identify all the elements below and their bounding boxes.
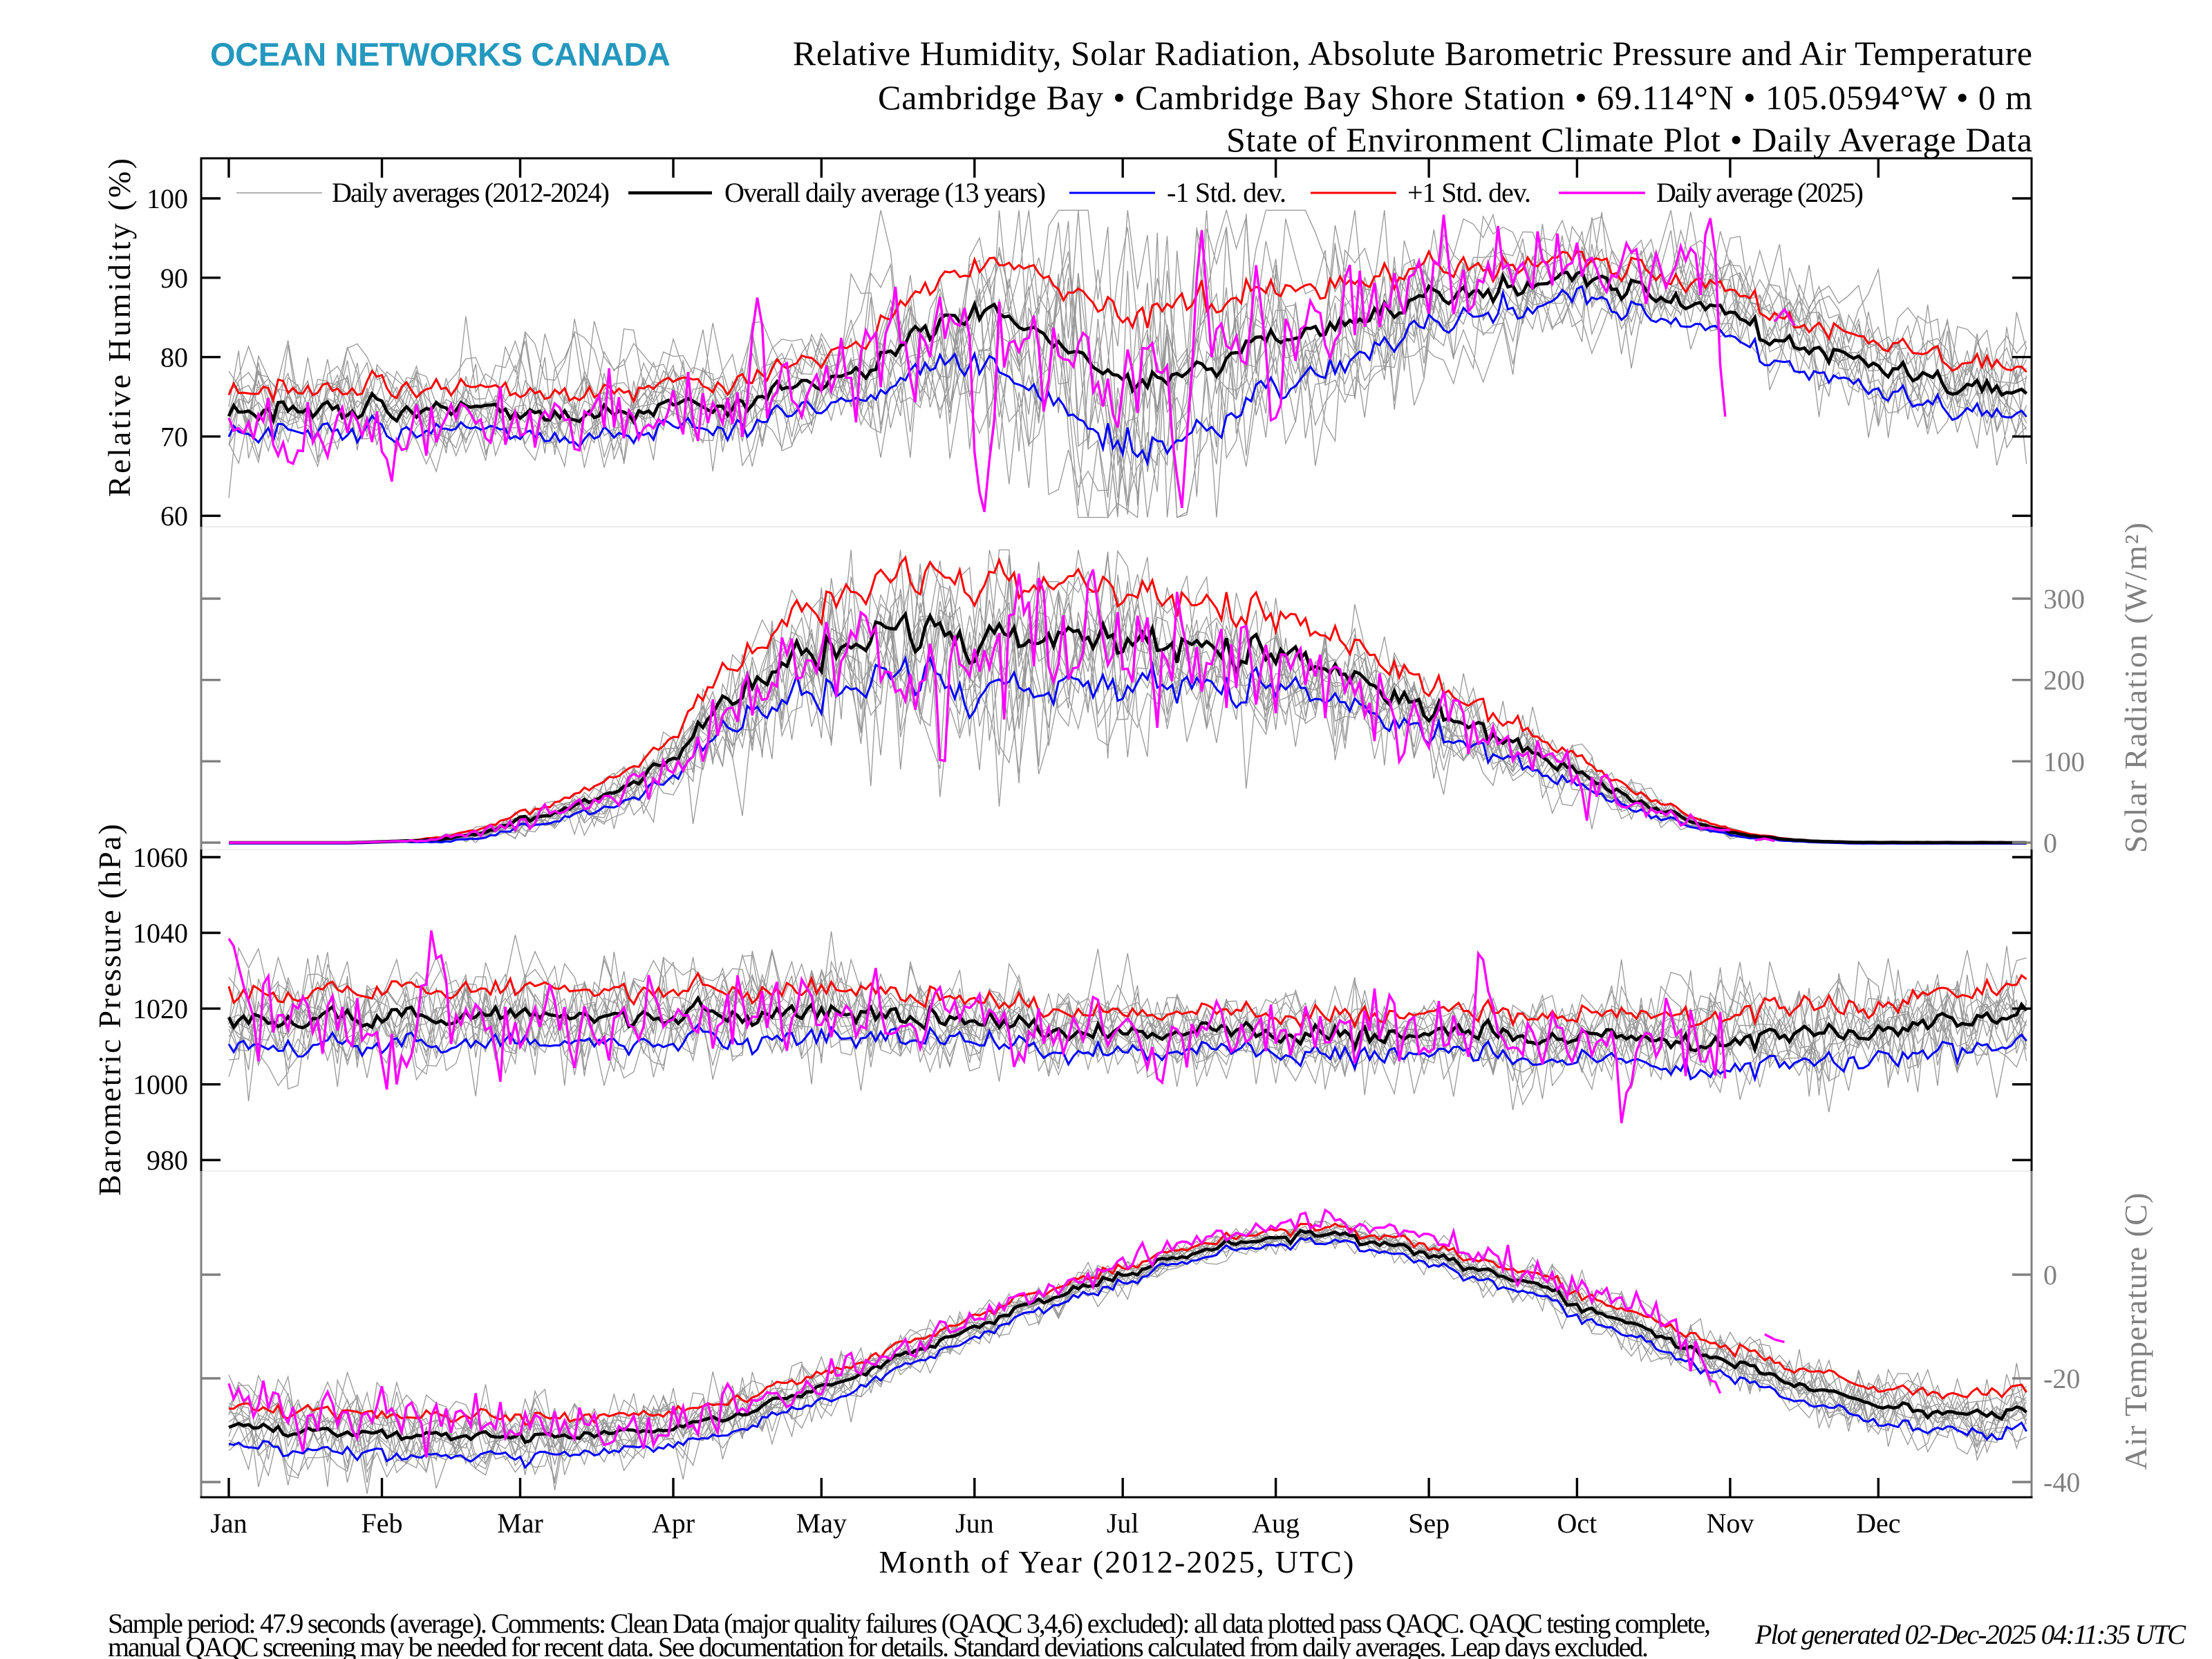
svg-text:1040: 1040 — [133, 918, 188, 949]
svg-text:Cambridge Bay • Cambridge Bay: Cambridge Bay • Cambridge Bay Shore Stat… — [878, 78, 2032, 117]
svg-text:-40: -40 — [2043, 1467, 2080, 1498]
svg-text:90: 90 — [160, 263, 188, 294]
svg-text:1020: 1020 — [133, 993, 188, 1024]
svg-text:-1 Std. dev.: -1 Std. dev. — [1167, 177, 1286, 208]
svg-text:1000: 1000 — [133, 1069, 188, 1100]
svg-text:70: 70 — [160, 421, 188, 452]
svg-text:60: 60 — [160, 500, 188, 532]
svg-text:0: 0 — [2043, 1259, 2057, 1291]
svg-text:Relative Humidity (%): Relative Humidity (%) — [102, 158, 137, 497]
svg-text:manual QAQC screening may be n: manual QAQC screening may be needed for … — [108, 1631, 1649, 1659]
svg-text:100: 100 — [147, 183, 188, 214]
svg-text:Relative Humidity, Solar Radia: Relative Humidity, Solar Radiation, Abso… — [793, 34, 2032, 73]
svg-text:Nov: Nov — [1706, 1508, 1754, 1539]
svg-text:980: 980 — [147, 1145, 188, 1176]
svg-text:Mar: Mar — [497, 1508, 543, 1539]
svg-text:200: 200 — [2043, 665, 2085, 696]
svg-text:Plot generated 02-Dec-2025 04:: Plot generated 02-Dec-2025 04:11:35 UTC — [1754, 1619, 2186, 1650]
svg-text:State of Environment Climate P: State of Environment Climate Plot • Dail… — [1226, 120, 2032, 159]
svg-text:Month of Year (2012-2025, UTC): Month of Year (2012-2025, UTC) — [879, 1544, 1354, 1580]
svg-text:Sample period: 47.9 seconds (a: Sample period: 47.9 seconds (average). C… — [108, 1608, 1711, 1639]
svg-text:Overall daily average (13 year: Overall daily average (13 years) — [724, 177, 1046, 208]
svg-text:-20: -20 — [2043, 1363, 2080, 1394]
svg-text:Oct: Oct — [1557, 1508, 1597, 1539]
svg-text:100: 100 — [2043, 746, 2085, 777]
svg-text:Jun: Jun — [955, 1508, 994, 1539]
svg-text:Dec: Dec — [1856, 1508, 1900, 1539]
svg-text:0: 0 — [2043, 827, 2057, 859]
svg-text:Jan: Jan — [210, 1508, 247, 1539]
svg-text:Jul: Jul — [1107, 1508, 1139, 1539]
svg-text:1060: 1060 — [133, 842, 188, 873]
svg-text:OCEAN NETWORKS CANADA: OCEAN NETWORKS CANADA — [210, 36, 671, 73]
svg-text:Feb: Feb — [362, 1508, 403, 1539]
svg-text:80: 80 — [160, 342, 188, 373]
svg-text:Daily averages (2012-2024): Daily averages (2012-2024) — [332, 177, 610, 208]
svg-text:Daily average (2025): Daily average (2025) — [1656, 177, 1864, 208]
svg-text:Solar Radiation (W/m²): Solar Radiation (W/m²) — [2118, 523, 2153, 853]
svg-text:Apr: Apr — [652, 1508, 695, 1539]
svg-text:+1 Std. dev.: +1 Std. dev. — [1407, 177, 1531, 208]
svg-text:300: 300 — [2043, 583, 2085, 615]
svg-text:Air Temperature (C): Air Temperature (C) — [2118, 1193, 2153, 1470]
svg-text:May: May — [796, 1508, 847, 1539]
svg-text:Sep: Sep — [1408, 1508, 1450, 1539]
svg-text:Aug: Aug — [1252, 1508, 1300, 1539]
